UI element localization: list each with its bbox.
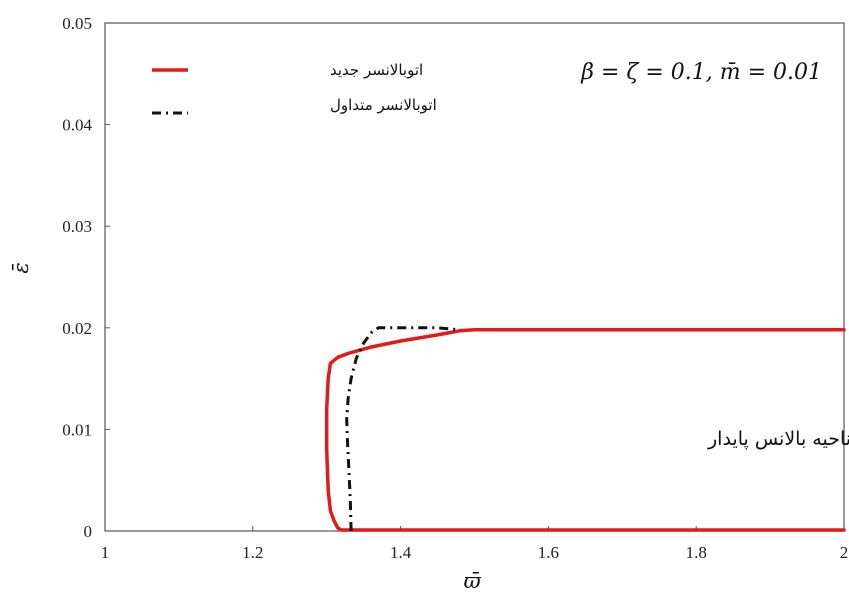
series-layer — [324, 326, 846, 532]
y-axis-label: ε̄ — [9, 262, 33, 273]
y-tick-label: 0.05 — [62, 14, 92, 33]
legend-label-conventional: اتوبالانسر متداول — [330, 96, 437, 114]
x-tick-label: 1.6 — [538, 543, 559, 562]
x-axis-label: ϖ̄ — [463, 569, 481, 593]
y-tick-label: 0.04 — [62, 116, 92, 135]
legend: اتوبالانسر جدید اتوبالانسر متداول — [152, 61, 437, 115]
plot-border — [104, 22, 845, 532]
y-tick-label: 0.03 — [62, 217, 92, 236]
x-tick-label: 1 — [101, 543, 110, 562]
series-line-new-autobalancer — [324, 328, 846, 532]
x-tick-label: 1.4 — [390, 543, 412, 562]
axis-ticks: 1 1.2 1.4 1.6 1.8 2 0 0.01 0.02 0.03 0.04 0.05 — [62, 14, 848, 562]
y-tick-label: 0.01 — [62, 420, 92, 439]
series-line-conventional-autobalancer — [345, 326, 460, 532]
x-tick-label: 1.8 — [686, 543, 707, 562]
x-tick-label: 1.2 — [242, 543, 263, 562]
plot-area — [104, 22, 845, 532]
legend-label-new: اتوبالانسر جدید — [330, 61, 423, 79]
stable-region-label: ناحیه بالانس پایدار — [707, 428, 849, 450]
x-tick-label: 2 — [840, 543, 849, 562]
y-tick-label: 0 — [84, 522, 93, 541]
y-tick-label: 0.02 — [62, 319, 92, 338]
parameter-annotation: β = ζ = 0.1, m̄ = 0.01 — [580, 60, 822, 85]
